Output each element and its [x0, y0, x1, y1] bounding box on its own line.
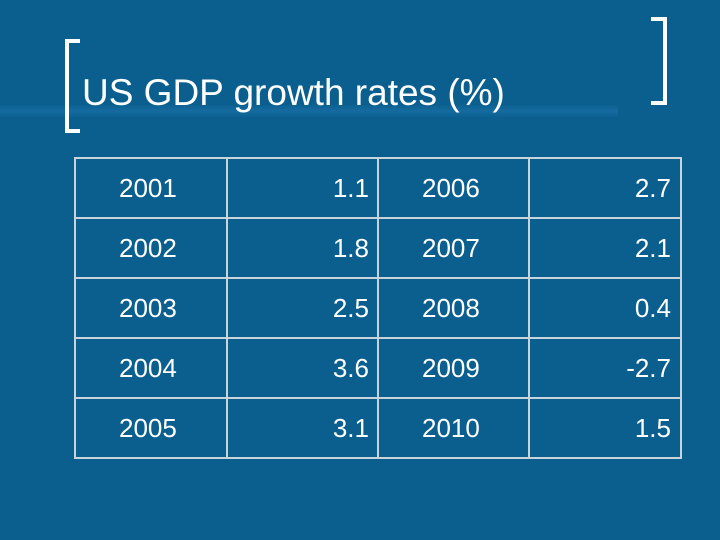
left-bracket-decoration [65, 39, 80, 133]
growth-rate-cell: 1.5 [528, 397, 682, 459]
growth-rate-cell: 2.5 [226, 277, 379, 339]
table-row: 2004 3.6 2009 -2.7 [74, 337, 682, 399]
growth-rate-cell: -2.7 [528, 337, 682, 399]
gdp-growth-table: 2001 1.1 2006 2.7 2002 1.8 2007 2.1 2003… [74, 157, 682, 459]
year-cell: 2010 [377, 397, 530, 459]
table-row: 2002 1.8 2007 2.1 [74, 217, 682, 279]
year-cell: 2009 [377, 337, 530, 399]
year-cell: 2004 [74, 337, 228, 399]
table-row: 2005 3.1 2010 1.5 [74, 397, 682, 459]
growth-rate-cell: 1.8 [226, 217, 379, 279]
year-cell: 2003 [74, 277, 228, 339]
table-row: 2003 2.5 2008 0.4 [74, 277, 682, 339]
right-bracket-decoration [651, 17, 667, 105]
title-underline-band [0, 105, 618, 117]
table-row: 2001 1.1 2006 2.7 [74, 157, 682, 219]
growth-rate-cell: 3.6 [226, 337, 379, 399]
year-cell: 2005 [74, 397, 228, 459]
year-cell: 2001 [74, 157, 228, 219]
slide-title: US GDP growth rates (%) [82, 72, 505, 113]
growth-rate-cell: 3.1 [226, 397, 379, 459]
year-cell: 2002 [74, 217, 228, 279]
year-cell: 2007 [377, 217, 530, 279]
year-cell: 2008 [377, 277, 530, 339]
year-cell: 2006 [377, 157, 530, 219]
growth-rate-cell: 1.1 [226, 157, 379, 219]
growth-rate-cell: 2.7 [528, 157, 682, 219]
growth-rate-cell: 0.4 [528, 277, 682, 339]
growth-rate-cell: 2.1 [528, 217, 682, 279]
